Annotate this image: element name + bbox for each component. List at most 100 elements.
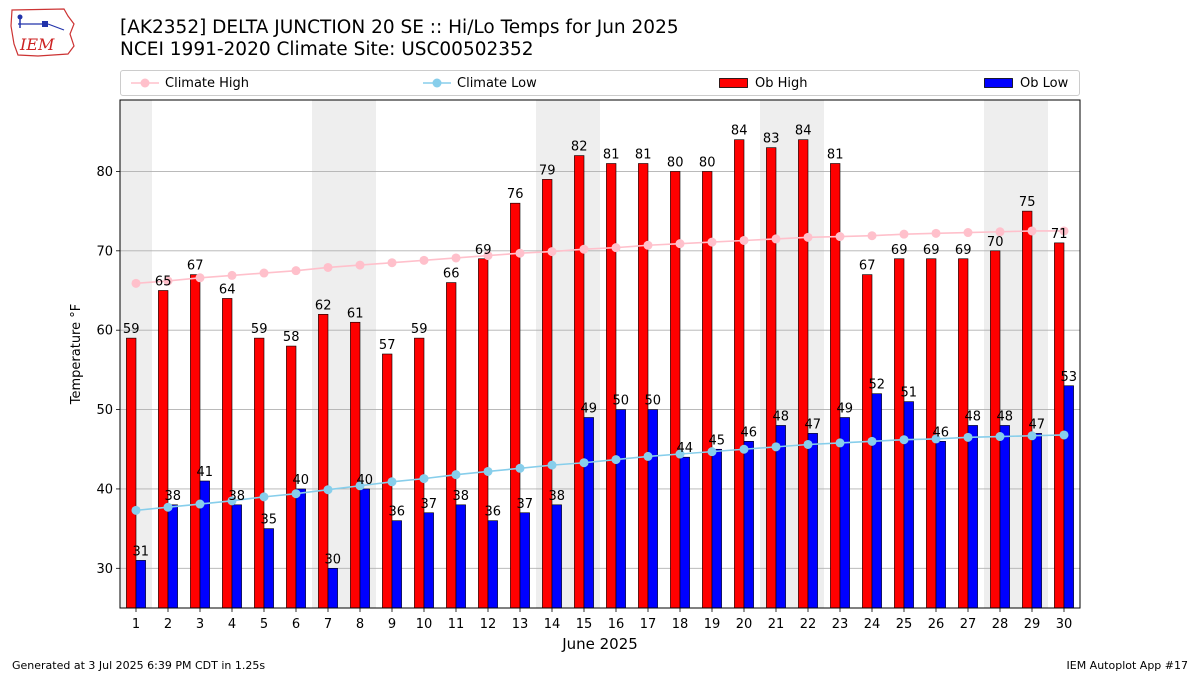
ob-high-bar: [254, 337, 265, 609]
x-tick-label: 26: [928, 617, 945, 632]
y-tick-label: 60: [96, 324, 113, 339]
climate-high-point: [867, 231, 877, 241]
ob-high-bar: [126, 337, 137, 609]
ob-low-bar: [167, 504, 178, 609]
ob-low-label: 48: [773, 409, 790, 424]
ob-low-label: 44: [677, 441, 694, 456]
climate-low-point: [643, 451, 653, 461]
ob-high-bar: [606, 163, 617, 609]
climate-low-point: [547, 460, 557, 470]
ob-low-label: 50: [613, 394, 630, 409]
ob-high-label: 83: [763, 132, 780, 147]
climate-low-point: [707, 447, 717, 457]
x-tick-label: 21: [768, 617, 785, 632]
ob-high-bar: [638, 163, 649, 609]
ob-high-label: 67: [187, 259, 204, 274]
legend-ob-high-marker: [719, 78, 748, 88]
ob-low-label: 38: [229, 489, 246, 504]
ob-high-bar: [1054, 242, 1065, 609]
ob-high-bar: [414, 337, 425, 609]
ob-high-label: 59: [411, 322, 428, 337]
y-axis-label: Temperature °F: [69, 304, 84, 405]
ob-low-label: 31: [133, 544, 150, 559]
ob-low-label: 47: [1029, 417, 1046, 432]
x-tick-label: 19: [704, 617, 721, 632]
ob-low-bar: [391, 520, 402, 609]
ob-high-bar: [574, 155, 585, 609]
ob-high-bar: [894, 258, 905, 609]
ob-low-bar: [135, 560, 146, 609]
ob-low-bar: [711, 448, 722, 609]
ob-high-label: 69: [923, 243, 940, 258]
climate-high-point: [163, 276, 173, 286]
x-tick-label: 3: [196, 617, 204, 632]
x-tick-label: 20: [736, 617, 753, 632]
ob-low-bar: [1063, 385, 1074, 609]
x-axis-label: June 2025: [561, 635, 638, 653]
climate-low-point: [899, 435, 909, 445]
climate-high-point: [931, 228, 941, 238]
y-tick-label: 70: [96, 244, 113, 259]
climate-low-point: [931, 434, 941, 444]
y-tick-label: 40: [96, 482, 113, 497]
climate-low-point: [771, 442, 781, 452]
ob-high-label: 69: [955, 243, 972, 258]
ob-high-bar: [510, 202, 521, 609]
climate-low-point: [835, 438, 845, 448]
legend-climate-low-label: Climate Low: [457, 75, 537, 91]
ob-high-label: 79: [539, 163, 556, 178]
climate-low-point: [803, 439, 813, 449]
legend-ob-low-label: Ob Low: [1020, 75, 1069, 91]
ob-low-label: 37: [517, 497, 534, 512]
climate-low-point: [163, 502, 173, 512]
ob-high-bar: [190, 274, 201, 609]
climate-high-point: [963, 228, 973, 238]
ob-low-bar: [295, 488, 306, 609]
x-tick-label: 4: [228, 617, 236, 632]
ob-high-label: 81: [827, 148, 844, 163]
x-tick-label: 14: [544, 617, 561, 632]
footer-app: IEM Autoplot App #17: [1066, 659, 1189, 672]
ob-low-label: 38: [549, 489, 566, 504]
climate-low-point: [867, 436, 877, 446]
ob-high-label: 62: [315, 298, 332, 313]
ob-high-label: 59: [123, 322, 140, 337]
climate-high-point: [611, 243, 621, 253]
legend-climate-low: Climate Low: [423, 71, 537, 95]
ob-high-label: 81: [603, 148, 620, 163]
x-tick-label: 23: [832, 617, 849, 632]
ob-high-label: 70: [987, 235, 1004, 250]
climate-high-point: [835, 232, 845, 242]
ob-low-bar: [455, 504, 466, 609]
ob-low-bar: [519, 512, 530, 609]
climate-low-point: [195, 499, 205, 509]
climate-high-point: [1059, 226, 1069, 236]
ob-low-label: 35: [261, 513, 278, 528]
climate-high-point: [739, 235, 749, 245]
ob-high-label: 69: [891, 243, 908, 258]
climate-low-point: [387, 477, 397, 487]
x-tick-label: 9: [388, 617, 396, 632]
ob-high-label: 65: [155, 275, 172, 290]
ob-high-bar: [446, 282, 457, 609]
climate-low-line: [135, 434, 1065, 512]
legend-ob-low: Ob Low: [984, 71, 1068, 95]
climate-low-point: [323, 485, 333, 495]
ob-low-label: 37: [421, 497, 438, 512]
ob-high-label: 81: [635, 148, 652, 163]
ob-low-label: 49: [837, 402, 854, 417]
ob-high-bar: [670, 171, 681, 609]
ob-high-bar: [350, 321, 361, 609]
ob-low-bar: [743, 441, 754, 609]
x-tick-label: 13: [512, 617, 529, 632]
climate-low-point: [995, 432, 1005, 442]
legend-climate-low-marker: [423, 78, 451, 88]
ob-low-label: 38: [165, 489, 182, 504]
ob-low-bar: [935, 441, 946, 609]
ob-low-label: 48: [997, 409, 1014, 424]
climate-high-point: [675, 239, 685, 249]
ob-low-bar: [551, 504, 562, 609]
ob-high-label: 66: [443, 267, 460, 282]
climate-high-line: [135, 230, 1064, 285]
climate-high-point: [227, 270, 237, 280]
